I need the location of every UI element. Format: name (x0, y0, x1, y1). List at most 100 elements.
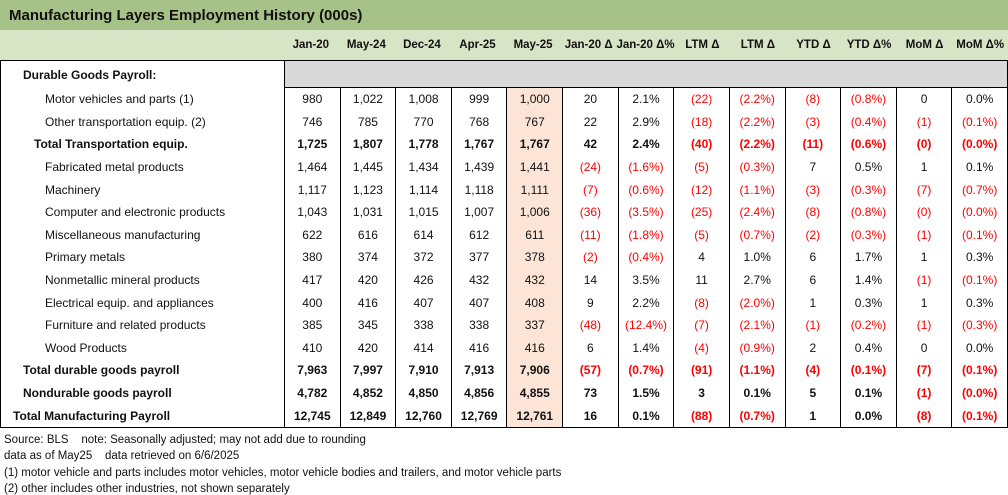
value-cell: 0.3% (951, 246, 1007, 269)
value-cell: 980 (284, 88, 340, 111)
value-cell: 1.7% (840, 246, 896, 269)
value-cell: (7) (562, 178, 618, 201)
value-cell: 7,913 (450, 359, 507, 382)
value-cell: (0.3%) (951, 313, 1007, 337)
value-cell: 1 (784, 404, 841, 427)
value-cell: (0.7%) (617, 359, 674, 382)
footnotes: Source: BLS note: Seasonally adjusted; m… (0, 428, 1008, 495)
value-cell: 408 (506, 291, 563, 314)
value-cell: 1,445 (339, 155, 396, 179)
value-cell: 614 (395, 223, 451, 247)
value-cell: 7,910 (395, 359, 451, 382)
value-cell: 380 (284, 246, 340, 269)
value-cell: 1,441 (506, 155, 563, 179)
value-cell: 7,963 (284, 359, 340, 382)
value-cell: 432 (506, 268, 563, 292)
row-label: Computer and electronic products (45, 205, 226, 220)
value-cell: (2) (562, 246, 618, 269)
value-cell: 1,767 (450, 133, 507, 156)
value-cell: 785 (339, 110, 396, 134)
value-cell: (8) (895, 404, 952, 427)
value-cell: (0) (895, 200, 952, 224)
column-header-row: Jan-20 May-24 Dec-24 Apr-25 May-25 Jan-20 Δ Ja… (0, 30, 1008, 60)
value-cell: 3.5% (617, 268, 674, 292)
row-label: Primary metals (45, 250, 126, 265)
value-cell: 7 (784, 155, 841, 179)
value-cell: 1,007 (450, 200, 507, 224)
value-cell: 999 (450, 88, 507, 111)
row-label: Wood Products (45, 340, 127, 355)
value-cell: 337 (506, 313, 563, 337)
row-label: Nonmetallic mineral products (45, 273, 200, 288)
value-cell: (1.6%) (617, 155, 674, 179)
table-row: Total durable goods payroll 7,963 7,997 7,9… (1, 359, 1007, 382)
value-cell: 12,769 (450, 404, 507, 427)
value-cell: (22) (673, 88, 729, 111)
value-cell: (1) (895, 110, 952, 134)
value-cell: (2) (784, 223, 841, 247)
value-cell: (2.1%) (728, 313, 785, 337)
value-cell: 1,807 (339, 133, 396, 156)
value-cell: (91) (673, 359, 729, 382)
column-header: MoM Δ (905, 39, 944, 51)
value-cell: 416 (450, 336, 507, 360)
column-header: Jan-20 (292, 39, 329, 51)
value-cell: 612 (450, 223, 507, 247)
value-cell: (1.1%) (728, 178, 785, 201)
value-cell: (2.2%) (728, 88, 785, 111)
value-cell: 6 (784, 268, 841, 292)
value-cell: 372 (395, 246, 451, 269)
value-cell: 1 (895, 155, 952, 179)
value-cell: 14 (562, 268, 618, 292)
value-cell: (0.3%) (728, 155, 785, 179)
value-cell: 400 (284, 291, 340, 314)
table-row: Miscellaneous manufacturing 622 616 614 612 6… (1, 223, 1007, 247)
value-cell: 417 (284, 268, 340, 292)
value-cell: 767 (506, 110, 563, 134)
value-cell: 4 (673, 246, 729, 269)
value-cell: (8) (784, 88, 841, 111)
value-cell: (18) (673, 110, 729, 134)
value-cell: 1,008 (395, 88, 451, 111)
value-cell: 1,439 (450, 155, 507, 179)
value-cell: 1.5% (617, 381, 674, 405)
value-cell: 1.4% (617, 336, 674, 360)
value-cell: 1,006 (506, 200, 563, 224)
value-cell: 1,114 (395, 178, 451, 201)
value-cell: (7) (673, 313, 729, 337)
value-cell: 746 (284, 110, 340, 134)
column-header: Dec-24 (403, 39, 441, 51)
value-cell: (88) (673, 404, 729, 427)
value-cell: 4,852 (339, 381, 396, 405)
value-cell: (0.3%) (840, 178, 896, 201)
value-cell: (0.7%) (728, 223, 785, 247)
value-cell: (1) (895, 223, 952, 247)
column-header: May-24 (346, 39, 386, 51)
value-cell: (11) (784, 133, 841, 156)
row-label: Electrical equip. and appliances (45, 295, 214, 310)
value-cell: 378 (506, 246, 563, 269)
source-note: Source: BLS note: Seasonally adjusted; m… (4, 433, 366, 446)
table-row: Total Transportation equip. 1,725 1,807 1,7… (1, 133, 1007, 156)
column-header: MoM Δ% (956, 39, 1005, 51)
value-cell: (40) (673, 133, 729, 156)
value-cell: 338 (450, 313, 507, 337)
value-cell: 1,464 (284, 155, 340, 179)
value-cell: (1.1%) (728, 359, 785, 382)
row-label: Other transportation equip. (2) (45, 114, 206, 129)
row-label: Total Manufacturing Payroll (13, 408, 171, 423)
table-row: Total Manufacturing Payroll 12,745 12,849 1… (1, 404, 1007, 427)
value-cell: 6 (562, 336, 618, 360)
table-row: Motor vehicles and parts (1) 980 1,022 1,00… (1, 88, 1007, 111)
value-cell: 385 (284, 313, 340, 337)
value-cell: 0.0% (951, 336, 1007, 360)
row-label: Durable Goods Payroll: (23, 67, 157, 82)
row-label: Motor vehicles and parts (1) (45, 92, 194, 107)
value-cell: 374 (339, 246, 396, 269)
value-cell: 416 (339, 291, 396, 314)
column-header: May-25 (513, 39, 553, 51)
value-cell: 377 (450, 246, 507, 269)
value-cell: 616 (339, 223, 396, 247)
value-cell: 5 (784, 381, 841, 405)
value-cell: 0.1% (617, 404, 674, 427)
